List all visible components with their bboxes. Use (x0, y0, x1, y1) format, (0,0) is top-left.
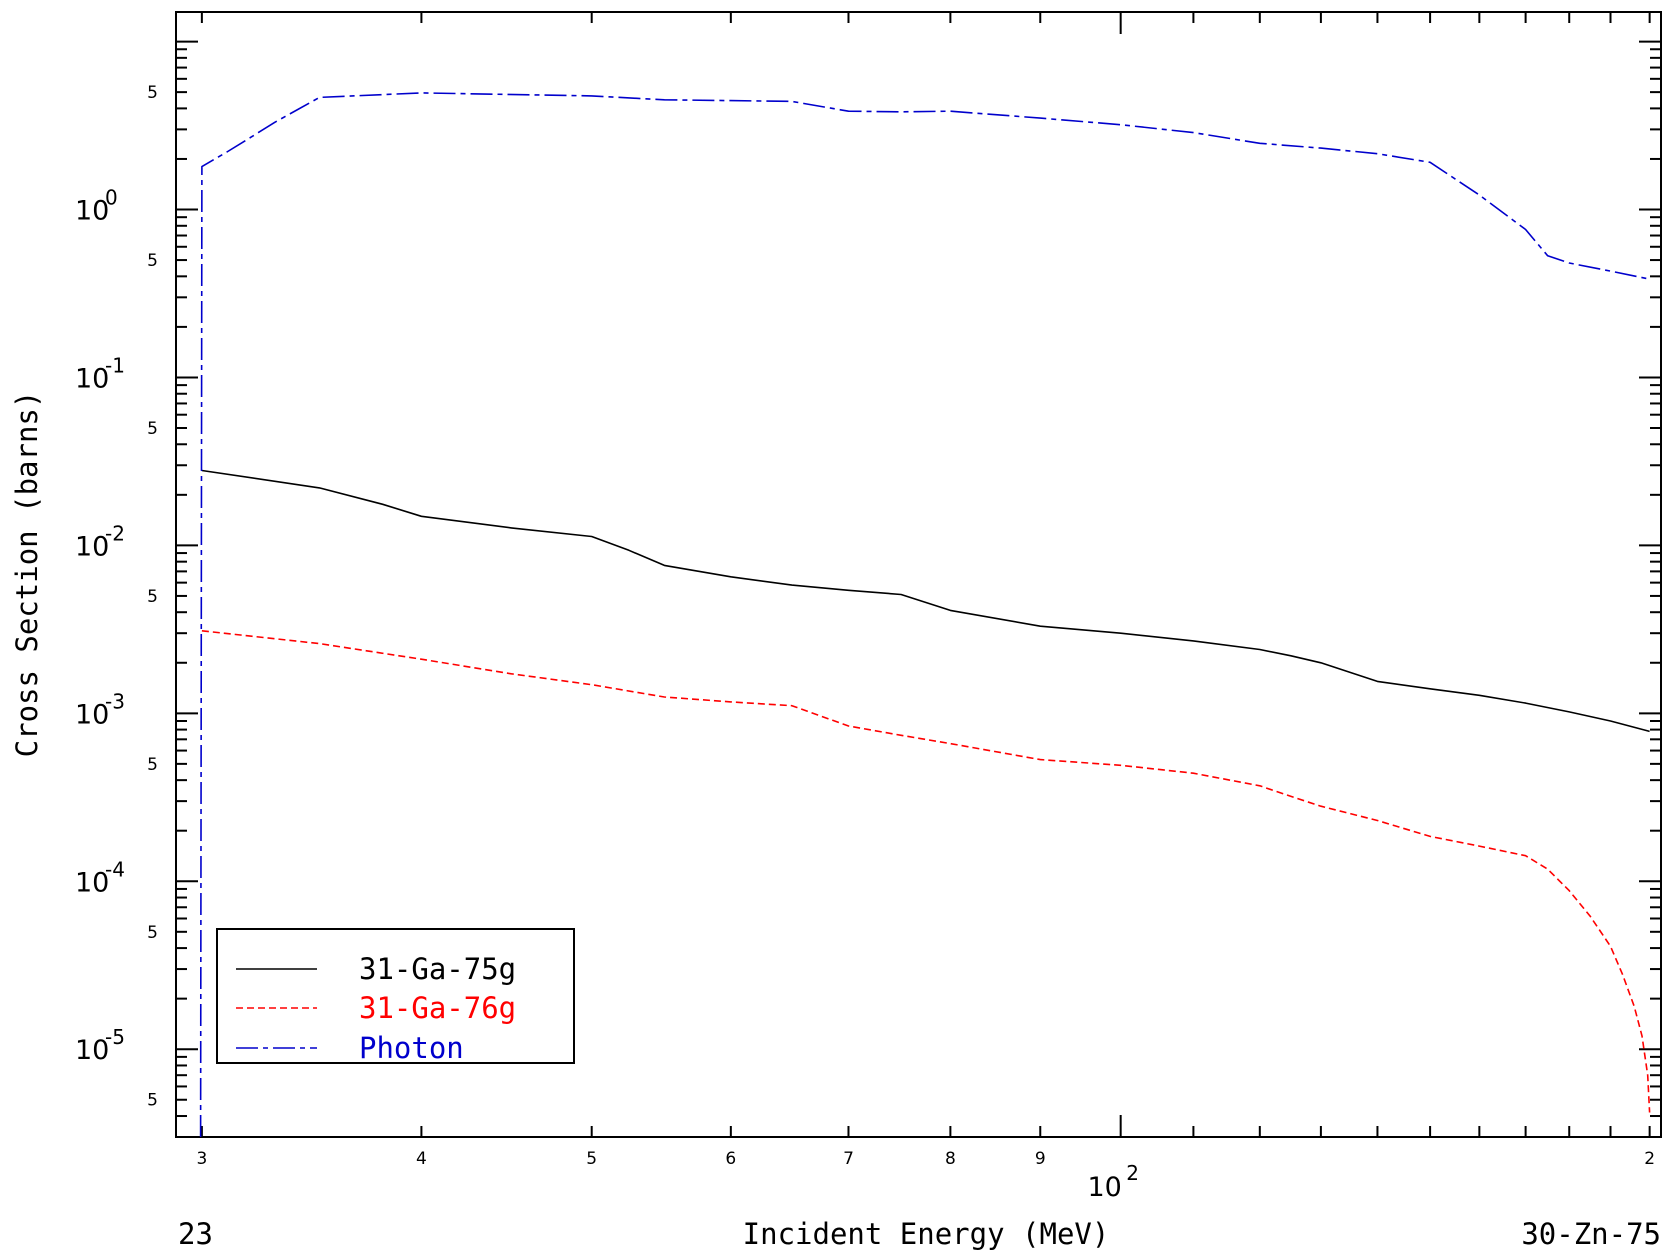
y-minor-tick-label: 5 (147, 419, 158, 439)
x-tick-label: 5 (586, 1149, 597, 1169)
axis-ticks (176, 12, 1661, 1138)
y-major-tick-label: 10 (75, 867, 109, 898)
corner-label-right: 30-Zn-75 (1521, 1217, 1661, 1251)
y-major-tick-exponent: -1 (105, 353, 125, 377)
x-major-tick-label: 10 (1087, 1172, 1121, 1203)
y-major-tick-exponent: -2 (105, 521, 125, 545)
y-major-tick-label: 10 (75, 196, 109, 227)
legend: 31-Ga-75g 31-Ga-76g Photon (216, 928, 575, 1065)
y-minor-tick-label: 5 (147, 1091, 158, 1111)
y-minor-tick-label: 5 (147, 587, 158, 607)
series-layer (199, 92, 1651, 1138)
y-major-tick-exponent: 0 (105, 186, 118, 210)
series-line-ga75g (201, 469, 1650, 733)
y-axis-title: Cross Section (barns) (10, 391, 44, 758)
legend-label-photon: Photon (359, 1031, 464, 1065)
series-line-ga76g (201, 630, 1651, 1113)
x-tick-label: 6 (725, 1149, 736, 1169)
x-axis-title: Incident Energy (MeV) (743, 1217, 1110, 1251)
y-major-tick-exponent: -5 (105, 1025, 125, 1049)
x-tick-label: 2 (1644, 1149, 1655, 1169)
corner-label-left: 23 (178, 1217, 213, 1251)
x-tick-label: 3 (196, 1149, 207, 1169)
legend-label-ga76g: 31-Ga-76g (359, 991, 516, 1025)
y-major-tick-label: 10 (75, 363, 109, 394)
legend-box (216, 928, 575, 1064)
y-minor-tick-label: 5 (147, 83, 158, 103)
y-major-tick-exponent: -4 (105, 857, 125, 881)
y-major-tick-label: 10 (75, 1035, 109, 1066)
x-major-tick-exponent: 2 (1126, 1161, 1139, 1185)
y-minor-tick-label: 5 (147, 251, 158, 271)
x-tick-label: 4 (416, 1149, 427, 1169)
y-major-tick-label: 10 (75, 531, 109, 562)
axis-tick-labels: 3 4 5 6 7 8 9 210 210010-110-210-310-410-5555555… (75, 83, 1655, 1203)
legend-label-ga75g: 31-Ga-75g (359, 952, 516, 986)
plot-area (175, 11, 1662, 1138)
y-minor-tick-label: 5 (147, 923, 158, 943)
x-tick-label: 9 (1035, 1149, 1046, 1169)
x-tick-label: 7 (843, 1149, 854, 1169)
x-tick-label: 8 (945, 1149, 956, 1169)
y-major-tick-label: 10 (75, 699, 109, 730)
y-minor-tick-label: 5 (147, 755, 158, 775)
y-major-tick-exponent: -3 (105, 689, 125, 713)
